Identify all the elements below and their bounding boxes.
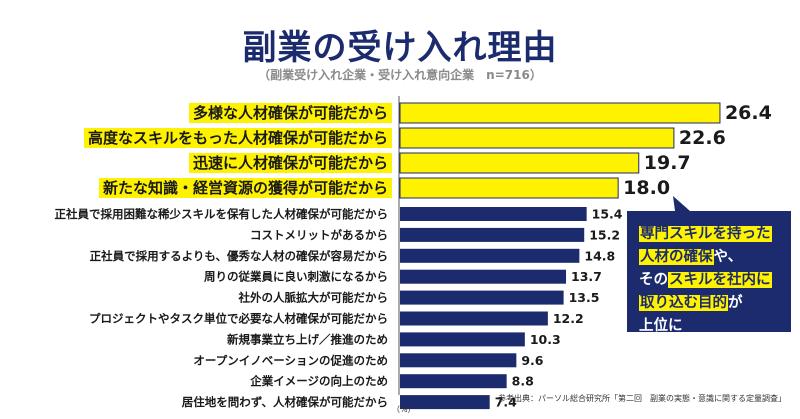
value-label-8: 13.7 [571,269,602,284]
value-label-9: 13.5 [569,290,600,305]
callout-box: 専門スキルを持った 人材の確保や、 そのスキルを社内に 取り込む目的が 上位に [627,211,791,334]
bar-10 [400,311,548,326]
category-label-highlight-4 [98,178,392,198]
value-label-3: 19.7 [644,152,691,174]
category-label-6: コストメリットがあるから [250,228,388,242]
callout-pointer [673,196,690,211]
value-label-12: 9.6 [521,353,543,368]
bar-9 [400,290,564,305]
callout-highlight-1: 専門スキルを持った [639,226,772,242]
value-label-13: 8.8 [512,374,534,389]
value-label-1: 26.4 [725,102,772,124]
unit-label: （%） [392,405,416,414]
category-label-highlight-3 [188,153,392,173]
callout-text-4: 上位に [639,318,683,334]
bar-1 [399,102,721,124]
category-label-8: 周りの従業員に良い刺激になるから [204,270,388,284]
callout-highlight-3: スキルを社内に [668,272,772,288]
value-label-11: 10.3 [530,332,561,347]
category-label-13: 企業イメージの向上のため [249,374,388,388]
category-label-5: 正社員で採用困難な稀少スキルを保有した人材確保が可能だから [55,207,389,221]
bar-12 [400,353,517,368]
value-label-6: 15.2 [589,227,620,242]
source-note: 参考出典：パーソル総合研究所「第二回 副業の実態・意識に関する定量調査」 [498,394,786,403]
category-label-7: 正社員で採用するよりも、優秀な人材の確保が容易だから [90,249,388,263]
value-label-5: 15.4 [592,207,623,222]
category-label-2: 高度なスキルをもった人材確保が可能だから [88,129,388,147]
callout-text-2: その [639,272,668,288]
page-subtitle: （副業受け入れ企業・受け入れ意向企業 n=716） [258,68,542,82]
category-label-11: 新規事業立ち上げ／推進のため [227,332,388,346]
bar-5 [400,207,587,221]
category-label-highlight-1 [188,103,392,123]
value-label-2: 22.6 [679,127,726,149]
bar-7 [400,248,580,263]
bar-6 [400,227,585,242]
category-label-9: 社外の人脈拡大が可能だから [238,291,389,305]
value-label-14: 7.4 [495,395,517,410]
callout-text-1: や、 [713,249,743,265]
bar-2 [399,127,675,149]
category-label-14: 居住地を問わず、人材確保が可能だから [182,395,388,409]
bar-8 [400,269,567,284]
category-label-10: プロジェクトやタスク単位で必要な人材確保が可能だから [89,312,388,326]
value-label-10: 12.2 [553,311,584,326]
bar-11 [400,332,525,347]
category-label-3: 迅速に人材確保が可能だから [193,154,388,172]
category-label-1: 多様な人材確保が可能だから [193,104,388,122]
value-label-7: 14.8 [584,248,615,263]
bar-4 [399,177,619,199]
callout-highlight-4: 取り込む目的 [639,295,728,311]
callout-text-3: が [728,295,743,311]
category-label-4: 新たな知識・経営資源の獲得が可能だから [103,179,388,197]
bar-14 [400,395,490,410]
category-label-highlight-2 [83,128,392,148]
bar-3 [399,152,640,174]
value-label-4: 18.0 [623,177,670,199]
bar-13 [400,374,507,389]
category-label-12: オープンイノベーションの促進のため [193,353,388,367]
callout-highlight-2: 人材の確保 [639,249,714,265]
page-title: 副業の受け入れ理由 [242,28,558,68]
